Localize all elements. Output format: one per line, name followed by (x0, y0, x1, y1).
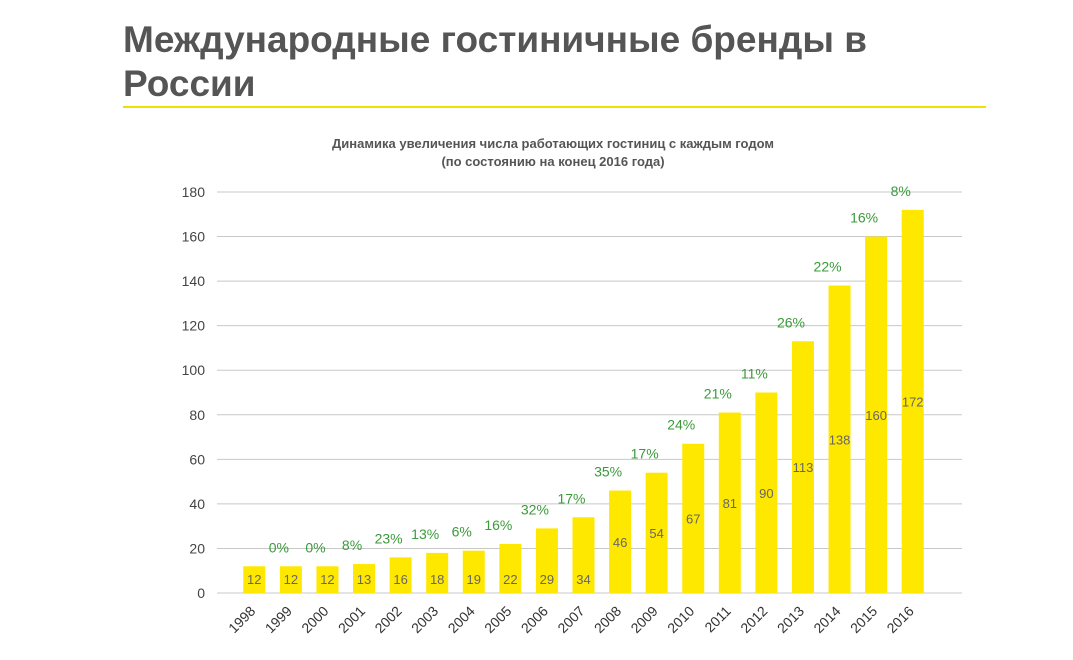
y-tick-label: 40 (189, 496, 205, 512)
bar-value-label: 22 (503, 572, 517, 587)
bar-value-label: 18 (430, 572, 444, 587)
growth-label: 6% (452, 524, 472, 540)
x-tick-label: 2006 (518, 603, 551, 636)
title-divider (123, 106, 986, 108)
x-tick-label: 2004 (445, 603, 478, 636)
growth-label: 17% (557, 490, 585, 506)
bar-2007 (572, 517, 595, 593)
bar-value-label: 54 (649, 526, 663, 541)
growth-label: 23% (375, 530, 403, 546)
growth-label: 32% (521, 501, 549, 517)
x-tick-label: 2010 (664, 603, 697, 636)
bar-1999 (279, 566, 302, 593)
bar-value-label: 13 (357, 572, 371, 587)
bar-value-label: 138 (829, 432, 851, 447)
y-tick-label: 0 (197, 585, 205, 601)
x-tick-label: 2007 (554, 603, 587, 636)
x-tick-label: 2012 (737, 603, 770, 636)
x-tick-label: 1999 (262, 603, 295, 636)
y-tick-label: 120 (182, 318, 206, 334)
x-tick-label: 2009 (627, 603, 660, 636)
y-tick-label: 100 (182, 362, 206, 378)
x-tick-label: 2014 (810, 603, 843, 636)
growth-label: 16% (484, 517, 512, 533)
bar-value-label: 29 (540, 572, 554, 587)
bar-2014 (828, 285, 851, 593)
x-tick-label: 2003 (408, 603, 441, 636)
growth-label: 11% (741, 366, 768, 382)
growth-label: 35% (594, 464, 622, 480)
x-tick-label: 2001 (335, 603, 368, 636)
growth-label: 0% (305, 539, 325, 555)
bar-value-label: 19 (467, 572, 481, 587)
growth-label: 22% (814, 259, 842, 275)
bar-2000 (316, 566, 339, 593)
growth-label: 13% (411, 526, 439, 542)
bar-2001 (353, 564, 376, 593)
bar-2003 (426, 552, 449, 593)
bar-value-label: 172 (902, 394, 924, 409)
bar-2006 (535, 528, 558, 593)
bar-value-label: 12 (320, 572, 334, 587)
growth-label: 0% (269, 539, 289, 555)
bar-2010 (682, 443, 705, 593)
growth-label: 21% (704, 386, 732, 402)
bar-2009 (645, 472, 668, 593)
y-tick-label: 20 (189, 540, 205, 556)
bar-2008 (609, 490, 632, 593)
bar-value-label: 12 (247, 572, 261, 587)
bar-2004 (462, 550, 485, 593)
bar-value-label: 81 (723, 496, 737, 511)
bar-1998 (243, 566, 266, 593)
bar-2016 (901, 209, 924, 594)
bar-2005 (499, 543, 522, 593)
y-tick-label: 160 (182, 229, 206, 245)
x-tick-label: 1998 (225, 603, 258, 636)
x-tick-label: 2011 (701, 603, 734, 636)
y-tick-label: 140 (182, 273, 206, 289)
x-tick-label: 2013 (774, 603, 807, 636)
x-tick-label: 2016 (883, 603, 916, 636)
bar-value-label: 90 (759, 486, 773, 501)
y-tick-label: 60 (189, 451, 205, 467)
growth-label: 24% (667, 417, 695, 433)
bar-value-label: 67 (686, 511, 700, 526)
chart-title: Динамика увеличения числа работающих гос… (332, 136, 774, 151)
growth-label: 16% (850, 210, 878, 226)
bar-value-label: 160 (865, 408, 887, 423)
growth-label: 8% (342, 537, 362, 553)
bar-value-label: 12 (284, 572, 298, 587)
bar-2012 (755, 392, 778, 593)
x-tick-label: 2002 (371, 603, 404, 636)
bar-2015 (865, 236, 888, 594)
bar-2013 (791, 341, 814, 593)
bar-value-label: 46 (613, 535, 627, 550)
growth-label: 17% (631, 446, 659, 462)
y-tick-label: 180 (182, 184, 206, 200)
x-tick-label: 2000 (298, 603, 331, 636)
chart-subtitle: (по состоянию на конец 2016 года) (441, 154, 665, 169)
bar-value-label: 16 (393, 572, 407, 587)
slide-title: Международные гостиничные бренды в Росси… (123, 19, 867, 104)
x-tick-label: 2015 (847, 603, 880, 636)
bar-value-label: 113 (793, 460, 814, 475)
bar-value-label: 34 (576, 572, 590, 587)
growth-label: 8% (891, 183, 911, 199)
y-tick-label: 80 (189, 407, 205, 423)
bar-2011 (718, 412, 741, 593)
bar-2002 (389, 557, 412, 593)
growth-label: 26% (777, 314, 805, 330)
x-tick-label: 2005 (481, 603, 514, 636)
x-tick-label: 2008 (591, 603, 624, 636)
